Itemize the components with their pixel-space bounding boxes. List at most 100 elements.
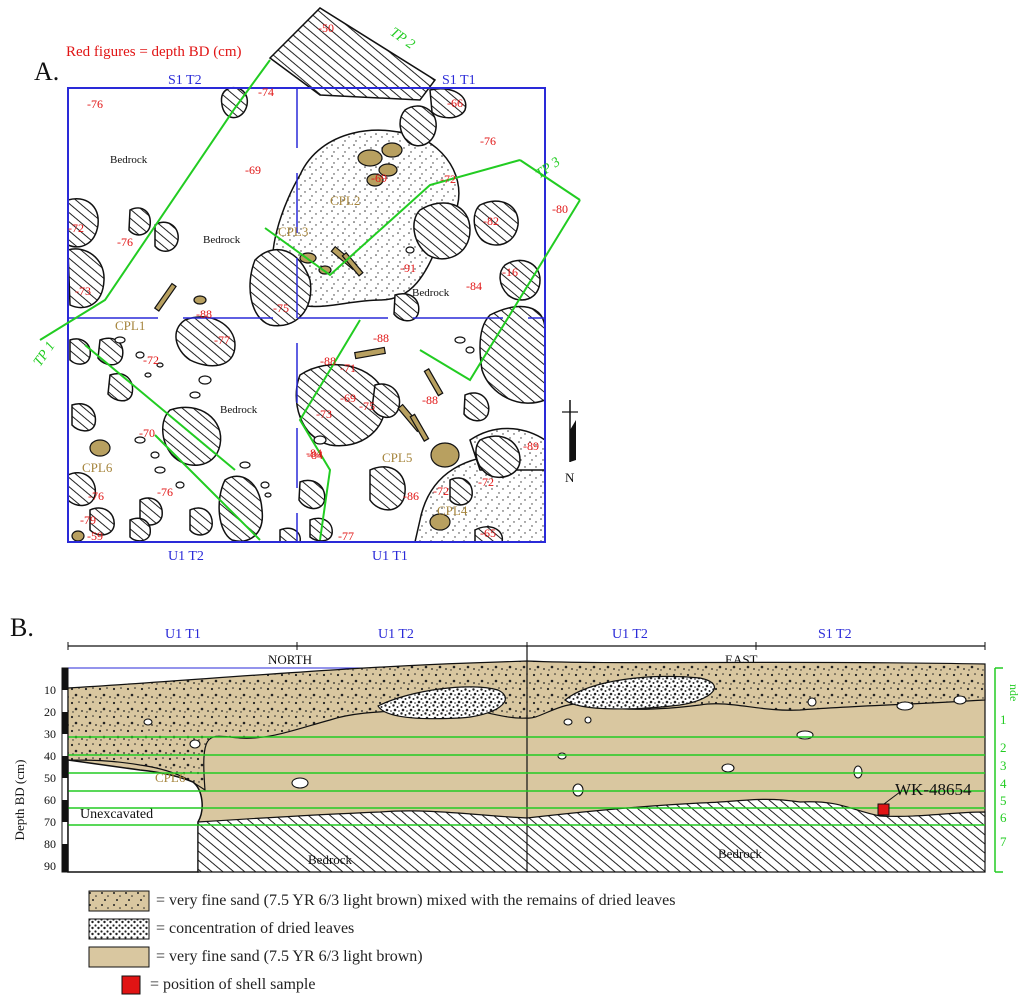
svg-text:6: 6 <box>1000 810 1007 825</box>
svg-text:50: 50 <box>44 771 56 785</box>
svg-text:-88: -88 <box>422 393 438 407</box>
profile-top-label: U1 T1 <box>165 627 201 642</box>
leaves-concentration <box>564 675 715 710</box>
svg-text:-74: -74 <box>258 85 274 99</box>
bedrock-label: Bedrock <box>412 287 450 299</box>
bedrock-rocks <box>67 7 546 543</box>
svg-text:4: 4 <box>1000 776 1007 791</box>
svg-text:-76: -76 <box>157 485 173 499</box>
svg-text:90: 90 <box>44 859 56 873</box>
svg-text:-65: -65 <box>480 526 496 540</box>
svg-text:5: 5 <box>1000 793 1007 808</box>
svg-text:-70: -70 <box>139 426 155 440</box>
shell-sample-marker <box>877 803 890 816</box>
test-pit-2: TP 2 <box>387 25 417 53</box>
feature-cpl6: CPL6 <box>82 460 113 475</box>
svg-text:20: 20 <box>44 705 56 719</box>
svg-text:-86: -86 <box>403 489 419 503</box>
svg-text:-69: -69 <box>371 171 387 185</box>
panel-b-label: B. <box>10 613 34 642</box>
test-pits <box>39 59 581 541</box>
bedrock-label: Bedrock <box>308 852 353 867</box>
legend-item-sand-leaves: = very fine sand (7.5 YR 6/3 light brown… <box>88 890 675 912</box>
svg-text:-71: -71 <box>340 361 356 375</box>
svg-text:-72: -72 <box>433 484 449 498</box>
feature-cpl1: CPL1 <box>115 318 145 333</box>
panel-a-label: A. <box>34 57 59 86</box>
swatch-sand-leaves <box>88 890 150 912</box>
bedrock-label: Bedrock <box>203 234 241 246</box>
svg-text:-69: -69 <box>340 391 356 405</box>
north-label: N <box>565 470 575 485</box>
svg-text:7: 7 <box>1000 834 1007 849</box>
svg-text:-91: -91 <box>400 261 416 275</box>
svg-text:-79: -79 <box>80 513 96 527</box>
legend-item-shell: = position of shell sample <box>120 974 315 996</box>
pebbles <box>90 246 475 498</box>
svg-text:-72: -72 <box>68 221 84 235</box>
sample-label: WK-48654 <box>895 780 972 799</box>
section-north: NORTH <box>268 652 312 667</box>
feature-cpl4: CPL4 <box>437 503 468 518</box>
svg-text:-76: -76 <box>87 97 103 111</box>
bedrock-label: Bedrock <box>110 154 148 166</box>
swatch-leaves <box>88 918 150 940</box>
svg-text:-76: -76 <box>480 134 496 148</box>
swatch-shell <box>121 975 141 995</box>
bedrock-label: Bedrock <box>220 404 258 416</box>
svg-text:60: 60 <box>44 793 56 807</box>
feature-cpl5: CPL5 <box>382 450 412 465</box>
svg-text:-73: -73 <box>75 284 91 298</box>
svg-text:-72: -72 <box>440 172 456 186</box>
layer-lines <box>68 736 985 826</box>
svg-text:-50: -50 <box>318 21 334 35</box>
unexcavated-label: Unexcavated <box>80 807 153 822</box>
svg-text:-69: -69 <box>245 163 261 177</box>
svg-text:40: 40 <box>44 749 56 763</box>
north-arrow: N <box>562 400 578 485</box>
svg-text:1: 1 <box>1000 712 1007 727</box>
profile-top-label: S1 T2 <box>818 627 852 642</box>
unit-label-s1t2: S1 T2 <box>168 73 202 88</box>
depth-note: Red figures = depth BD (cm) <box>66 44 242 60</box>
test-pit-1: TP 1 <box>31 339 59 369</box>
feature-cpl3: CPL3 <box>278 224 308 239</box>
svg-text:-73: -73 <box>316 407 332 421</box>
svg-text:-77: -77 <box>338 529 354 543</box>
svg-text:-75: -75 <box>273 301 289 315</box>
feature-cpl2: CPL2 <box>330 193 360 208</box>
svg-text:-88: -88 <box>320 354 336 368</box>
svg-text:-89: -89 <box>523 439 539 453</box>
svg-text:-72: -72 <box>143 353 159 367</box>
svg-text:70: 70 <box>44 815 56 829</box>
profile-top-label: U1 T2 <box>378 627 414 642</box>
panel-b: B. U1 T1 U1 T2 U1 T2 S1 T2 NORTH EAST Un… <box>10 613 1018 873</box>
svg-text:-80: -80 <box>552 202 568 216</box>
svg-text:-84: -84 <box>307 448 323 462</box>
svg-text:30: 30 <box>44 727 56 741</box>
depth-scale <box>61 667 69 873</box>
legend-text: = very fine sand (7.5 YR 6/3 light brown… <box>156 948 423 965</box>
bedrock-layer <box>197 798 986 873</box>
legend-item-sand: = very fine sand (7.5 YR 6/3 light brown… <box>88 946 423 968</box>
bedrock-label: Bedrock <box>718 846 763 861</box>
profile-top-label: U1 T2 <box>612 627 648 642</box>
legend-item-leaves: = concentration of dried leaves <box>88 918 354 940</box>
layer-scale <box>994 667 1003 873</box>
legend-text: = very fine sand (7.5 YR 6/3 light brown… <box>156 892 676 909</box>
svg-text:-77: -77 <box>214 333 230 347</box>
svg-text:-88: -88 <box>196 307 212 321</box>
svg-text:-88: -88 <box>373 331 389 345</box>
depth-labels: -50 -76 -74 -66 -69 -76 -72 -80 -82 -69 … <box>68 21 568 543</box>
excavation-unit-outline <box>67 87 546 543</box>
legend-text: = position of shell sample <box>150 976 316 993</box>
svg-text:-72: -72 <box>478 475 494 489</box>
swatch-sand <box>88 946 150 968</box>
svg-text:-59: -59 <box>87 529 103 543</box>
svg-text:2: 2 <box>1000 740 1007 755</box>
bone-clusters <box>71 142 460 542</box>
svg-text:-82: -82 <box>483 214 499 228</box>
leaves-concentration <box>377 686 506 720</box>
svg-text:-66: -66 <box>447 96 463 110</box>
